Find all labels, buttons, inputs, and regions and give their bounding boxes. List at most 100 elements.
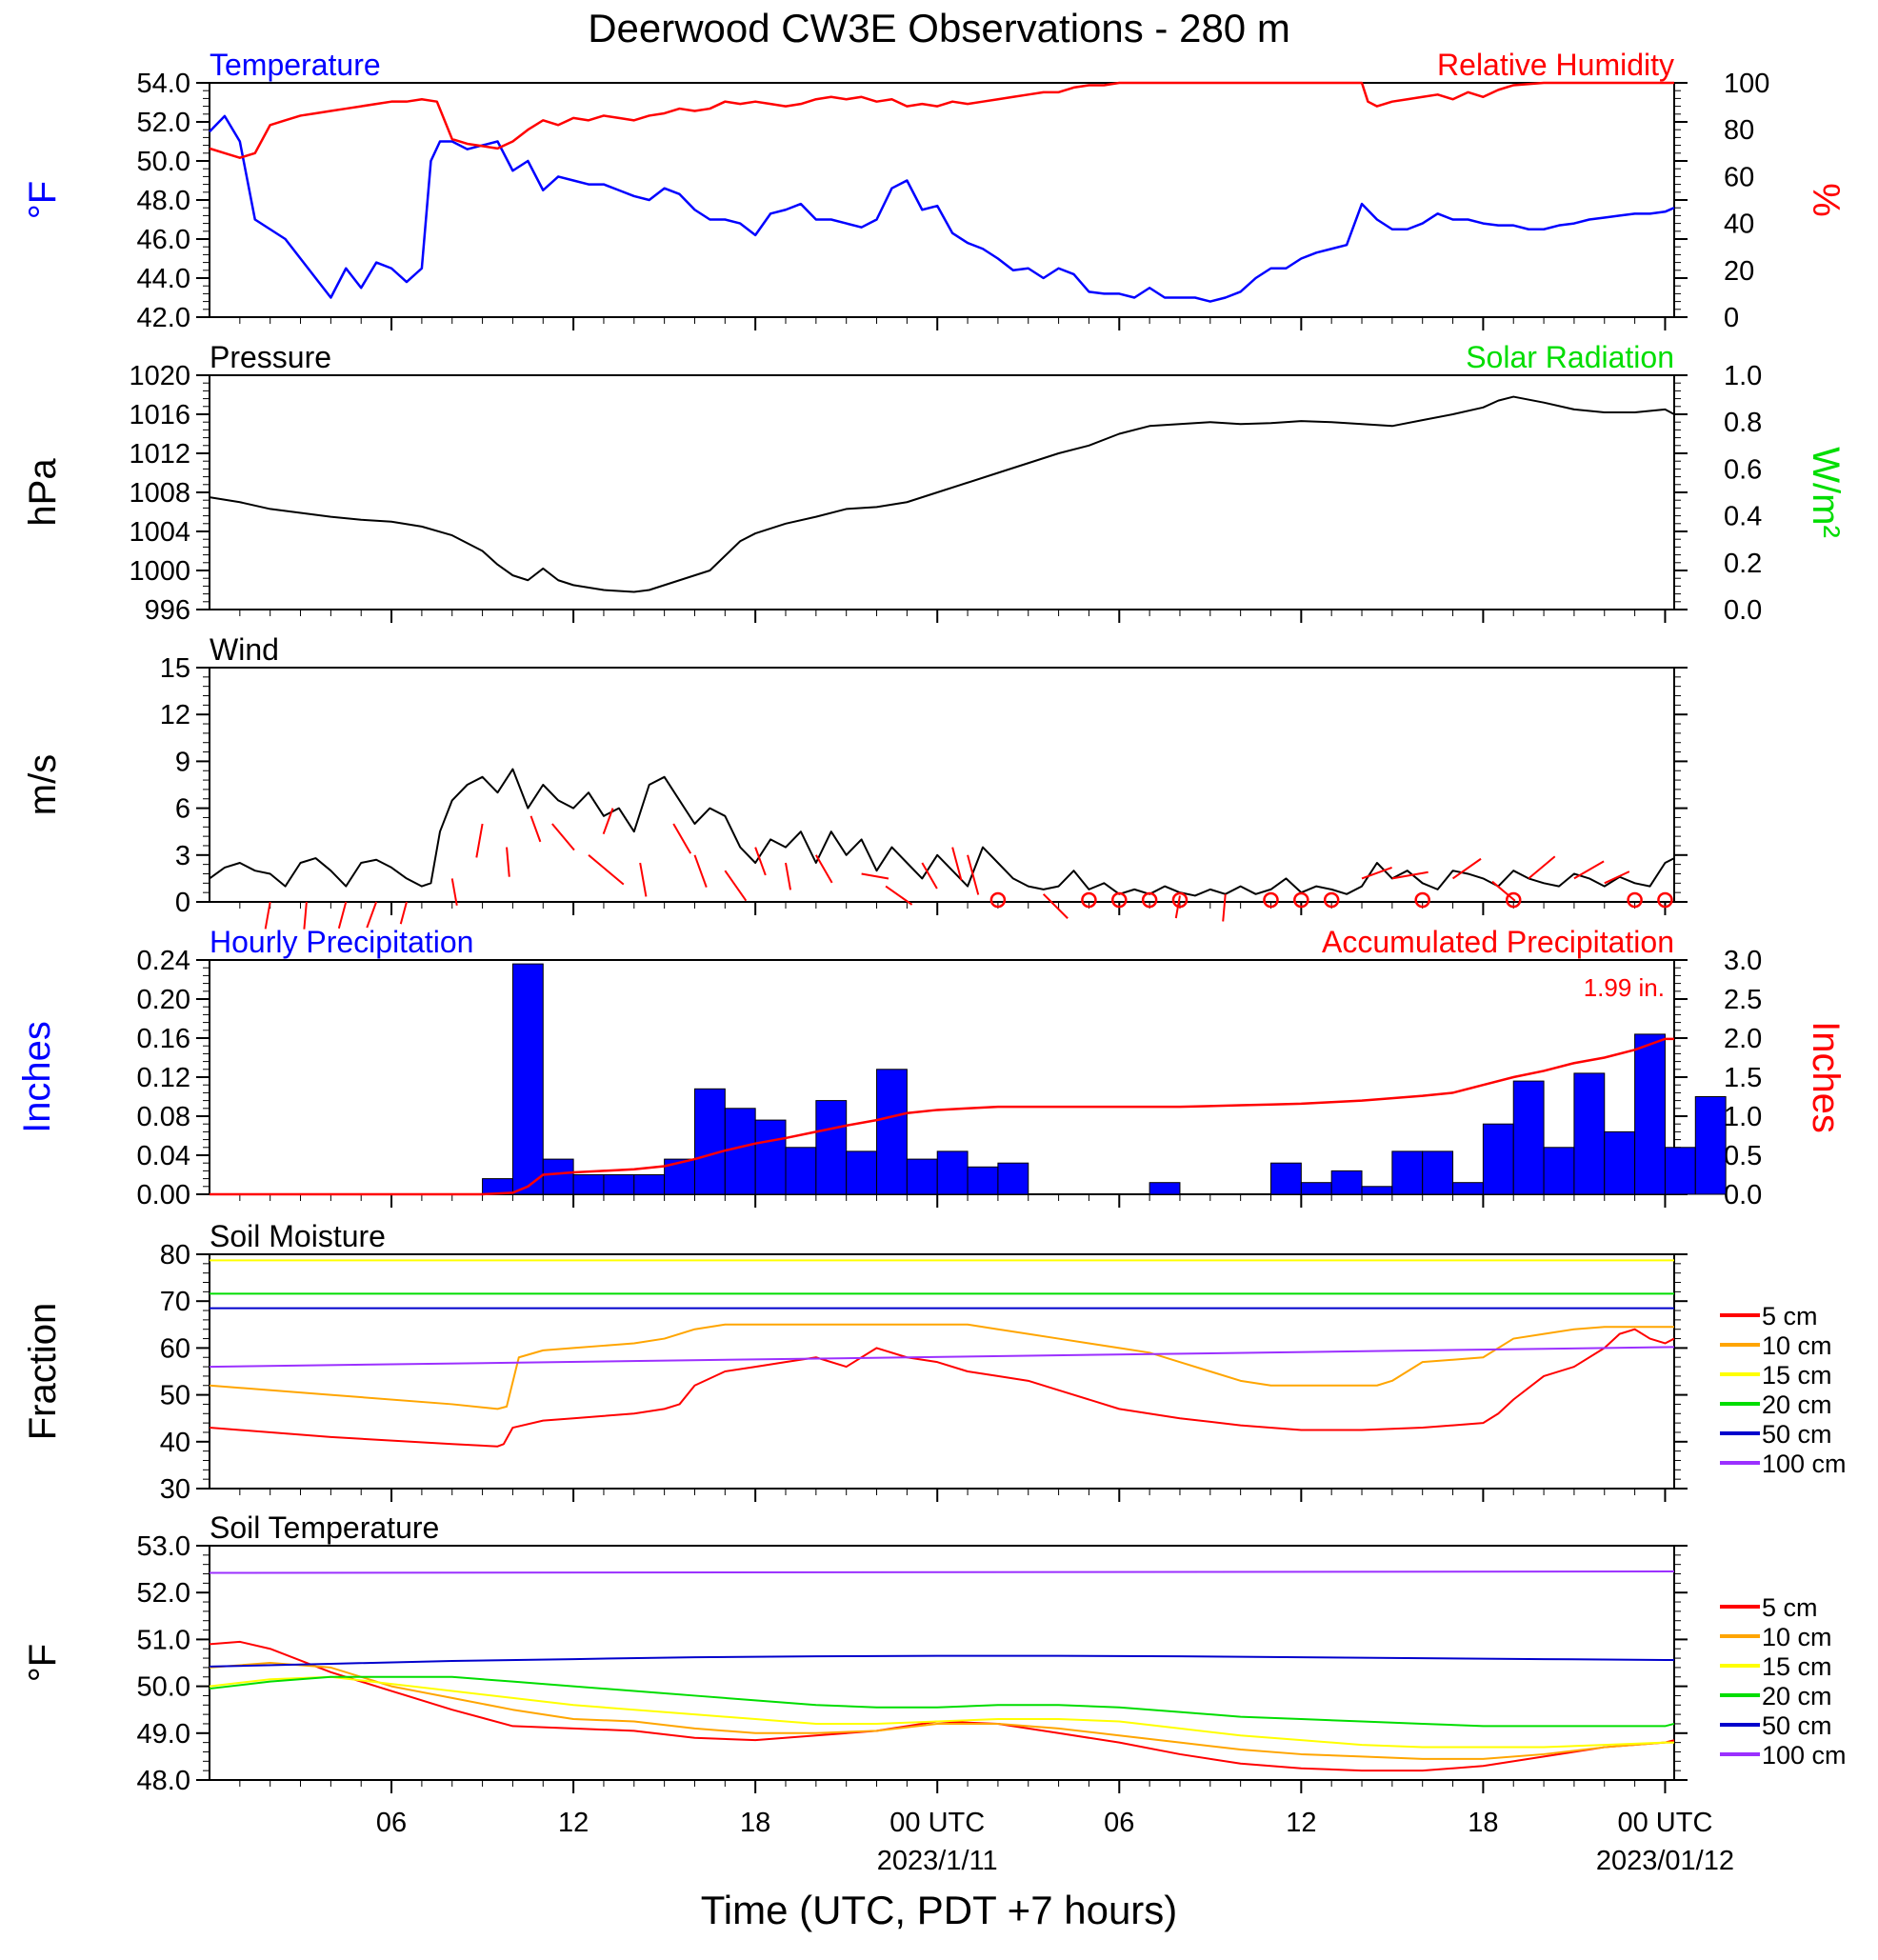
wind-barb [475,823,484,858]
wind-barb [1361,866,1392,880]
precip-bar [1604,1130,1636,1195]
legend-label: 15 cm [1762,1361,1832,1390]
y-axis-label-right: % [1805,183,1847,217]
wind-barb [921,862,938,890]
wind-barb [861,872,889,880]
legend-label: 50 cm [1762,1420,1832,1449]
y-tick-label-left: 70 [160,1287,190,1317]
wind-calm-marker [1263,891,1279,909]
panel-title-left: Soil Moisture [210,1219,386,1253]
precip-bar [1361,1186,1393,1195]
precip-bar [1634,1033,1666,1195]
wind-barb [1491,880,1516,902]
series-line-5-cm [209,1640,1675,1772]
y-tick-label-right: 1.5 [1724,1063,1762,1093]
panel-frame [209,667,1675,903]
panel-title-left: Wind [210,632,279,667]
x-date-label: 2023/1/11 [877,1846,998,1876]
y-tick-label-right: 3.0 [1724,946,1762,976]
wind-calm-marker [989,891,1007,909]
legend-label: 50 cm [1762,1711,1832,1740]
y-tick-label-left: 51.0 [137,1625,190,1655]
y-tick-label-left: 1012 [129,439,190,470]
precip-bar [1512,1080,1545,1195]
x-tick-label: 00 UTC [889,1808,985,1838]
legend-label: 5 cm [1762,1302,1818,1330]
precip-bar [1664,1147,1696,1195]
precip-bar [1391,1150,1424,1195]
wind-barb [602,808,614,835]
x-tick-label: 18 [740,1808,770,1838]
precip-bar [572,1174,605,1195]
y-axis-label-left: m/s [22,754,64,815]
precip-bar [1482,1123,1514,1195]
precip-bar [1543,1147,1575,1195]
legend-label: 10 cm [1762,1623,1832,1651]
y-tick-label-right: 0.8 [1724,408,1762,438]
y-axis-label-right: W/m² [1805,447,1847,538]
accumulated-precip-line [210,1037,1674,1196]
y-tick-label-left: 50 [160,1381,190,1411]
y-tick-label-right: 1.0 [1724,1102,1762,1132]
y-tick-label-right: 0.5 [1724,1141,1762,1171]
wind-barb [693,854,708,888]
y-tick-label-left: 50.0 [137,1672,190,1703]
wind-barb [1391,870,1428,880]
legend-label: 5 cm [1762,1593,1818,1622]
precip-bar [1573,1072,1606,1195]
panel-title-left: Pressure [210,340,331,374]
time-axis: 06 12 18 00 UTC 2023/1/11 06 12 18 00 UTC 2023/01… [376,1808,1734,1876]
y-tick-label-right: 40 [1724,210,1754,240]
precip-bar [1452,1182,1484,1195]
y-tick-label-left: 1004 [129,517,190,548]
precip-bar [936,1150,969,1195]
precip-bar [846,1150,878,1195]
wind-barb [399,901,408,925]
y-tick-label-left: 0.16 [137,1024,190,1054]
y-tick-label-right: 20 [1724,256,1754,287]
legend-label: 100 cm [1762,1450,1847,1478]
y-axis-label-left: Fraction [22,1303,64,1441]
panel-frame [209,82,1675,318]
wind-barb [529,815,542,843]
precip-bar [906,1158,938,1195]
y-tick-label-right: 80 [1724,115,1754,146]
series-line-10-cm [209,1662,1674,1760]
y-tick-label-left: 30 [160,1474,190,1505]
precip-bar [1694,1096,1727,1195]
y-tick-label-right: 2.5 [1724,985,1762,1015]
wind-barb [1604,870,1630,885]
wind-barb [785,862,791,890]
wind-barb [450,878,458,906]
wind-barb [885,885,913,906]
series-line-100-cm [209,1346,1675,1369]
wind-calm-marker [1293,891,1309,909]
panel-frame [209,374,1675,610]
precip-bar [603,1174,635,1195]
precip-bar [815,1100,848,1195]
panel-title-left: Soil Temperature [210,1510,439,1545]
y-tick-label-left: 6 [175,794,190,825]
panel-wind: 0 3 6 9 12 15 Wind m/s [22,632,1688,930]
precip-bar [633,1174,666,1195]
y-tick-label-left: 52.0 [137,108,190,138]
y-tick-label-right: 0.4 [1724,502,1762,532]
wind-barb [1528,855,1556,880]
series-line-15-cm [209,1675,1674,1749]
wind-barb [639,862,648,897]
legend-label: 20 cm [1762,1390,1832,1419]
y-tick-label-left: 996 [145,595,190,626]
wind-barb [337,901,348,930]
precip-bar [754,1119,787,1195]
wind-barb [1042,893,1069,919]
legend-label: 10 cm [1762,1331,1832,1360]
wind-calm-marker [1323,891,1340,909]
precip-bar [1330,1170,1363,1195]
wind-barb [551,823,575,851]
y-tick-label-left: 0 [175,888,190,918]
y-tick-label-left: 54.0 [137,69,190,99]
precip-bar [1300,1182,1332,1195]
panel-frame [209,1545,1675,1781]
